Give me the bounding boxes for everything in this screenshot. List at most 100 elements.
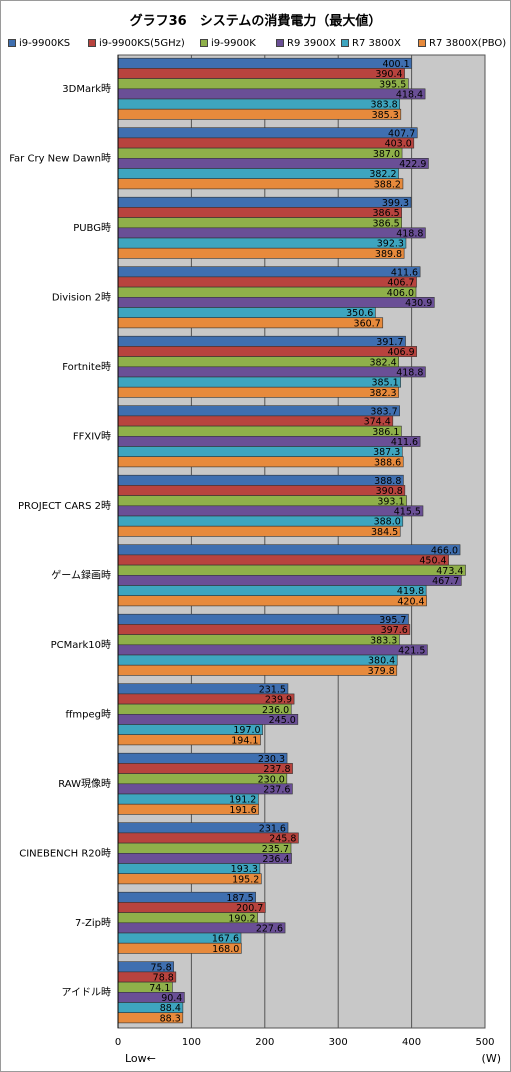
data-label: 382.3	[369, 388, 396, 399]
data-label: 420.4	[397, 596, 424, 607]
data-label: 231.5	[259, 684, 286, 695]
data-label: 418.8	[396, 229, 423, 240]
unit-label: (W)	[482, 1052, 501, 1065]
legend-item: i9-9900KS(5GHz)	[88, 38, 185, 50]
data-label: 392.3	[377, 239, 404, 250]
data-label: 390.8	[376, 486, 403, 497]
legend-label: R7 3800X	[352, 38, 401, 49]
bar	[117, 137, 415, 149]
bar	[117, 217, 402, 229]
data-label: 386.5	[372, 208, 399, 219]
category-label: Division 2時	[52, 291, 111, 303]
bar	[117, 237, 407, 249]
bar	[117, 147, 403, 159]
data-label: 389.8	[375, 249, 402, 260]
data-label: 406.7	[387, 278, 414, 289]
data-label: 384.5	[371, 527, 398, 538]
bar	[117, 495, 407, 507]
data-label: 395.7	[379, 615, 406, 626]
bar	[117, 108, 402, 120]
bar	[117, 266, 421, 278]
bar	[117, 405, 400, 417]
bar	[117, 356, 399, 368]
legend-item: R7 3800X(PBO)	[418, 38, 506, 50]
data-label: 245.0	[269, 715, 296, 726]
data-label: 422.9	[399, 159, 426, 170]
bar	[117, 595, 427, 607]
data-label: 411.6	[391, 267, 418, 278]
data-label: 167.6	[212, 934, 239, 945]
data-label: 387.3	[373, 447, 400, 458]
data-label: 191.2	[229, 795, 256, 806]
bar	[117, 415, 394, 427]
legend-label: R9 3900X	[287, 38, 336, 49]
data-label: 406.0	[387, 288, 414, 299]
data-label: 200.7	[236, 903, 263, 914]
data-label: 386.1	[372, 427, 399, 438]
bar	[117, 346, 417, 357]
category-label: PCMark10時	[51, 639, 111, 651]
bar	[117, 57, 412, 69]
data-label: 168.0	[212, 944, 239, 955]
category-label: 7-Zip時	[75, 917, 111, 929]
bar	[117, 127, 418, 139]
x-tick-label: 100	[182, 1037, 201, 1048]
data-label: 411.6	[391, 437, 418, 448]
legend-item: R7 3800X	[341, 38, 401, 50]
data-label: 235.7	[262, 844, 289, 855]
bar	[117, 634, 400, 646]
bar	[117, 168, 399, 179]
data-label: 388.8	[374, 476, 401, 487]
bar	[117, 474, 404, 486]
data-label: 75.8	[150, 962, 171, 973]
data-label: 380.4	[368, 656, 395, 667]
bar	[117, 485, 406, 496]
data-label: 421.5	[398, 646, 425, 657]
bar	[117, 505, 424, 517]
data-label: 237.8	[263, 764, 290, 775]
data-label: 399.3	[382, 198, 409, 209]
bar	[117, 613, 409, 625]
data-label: 473.4	[436, 566, 463, 577]
data-label: 193.3	[231, 864, 258, 875]
category-label: 3DMark時	[62, 83, 111, 95]
bar	[117, 335, 406, 347]
data-label: 430.9	[405, 298, 432, 309]
bar	[117, 88, 426, 100]
bar	[117, 317, 384, 329]
bar	[117, 196, 412, 208]
category-label: PUBG時	[73, 222, 111, 234]
data-label: 385.3	[372, 110, 399, 121]
category-label: CINEBENCH R20時	[19, 847, 111, 859]
legend-label: i9-9900K	[211, 38, 256, 49]
data-label: 236.0	[262, 705, 289, 716]
data-label: 90.4	[161, 993, 182, 1004]
data-label: 391.7	[376, 337, 403, 348]
data-label: 400.1	[382, 59, 409, 70]
legend-swatch	[8, 39, 16, 47]
data-label: 237.6	[263, 785, 290, 796]
bar	[117, 654, 398, 666]
data-label: 388.0	[374, 517, 401, 528]
bar	[117, 456, 404, 468]
legend-swatch	[200, 39, 208, 47]
bar	[117, 227, 426, 239]
bar	[117, 585, 427, 596]
data-label: 390.4	[375, 69, 402, 80]
data-label: 239.9	[265, 695, 292, 706]
bar	[117, 544, 461, 556]
bar	[117, 574, 462, 586]
data-label: 406.9	[387, 347, 414, 358]
data-label: 236.4	[262, 854, 289, 865]
bar	[117, 366, 426, 378]
data-label: 385.1	[371, 378, 398, 389]
data-label: 187.5	[226, 893, 253, 904]
data-label: 88.4	[160, 1003, 181, 1014]
data-label: 415.5	[394, 507, 421, 518]
category-label: RAW現像時	[58, 778, 111, 790]
data-label: 386.5	[372, 218, 399, 229]
data-label: 383.7	[370, 406, 397, 417]
bar	[117, 307, 376, 318]
legend-swatch	[418, 39, 426, 47]
